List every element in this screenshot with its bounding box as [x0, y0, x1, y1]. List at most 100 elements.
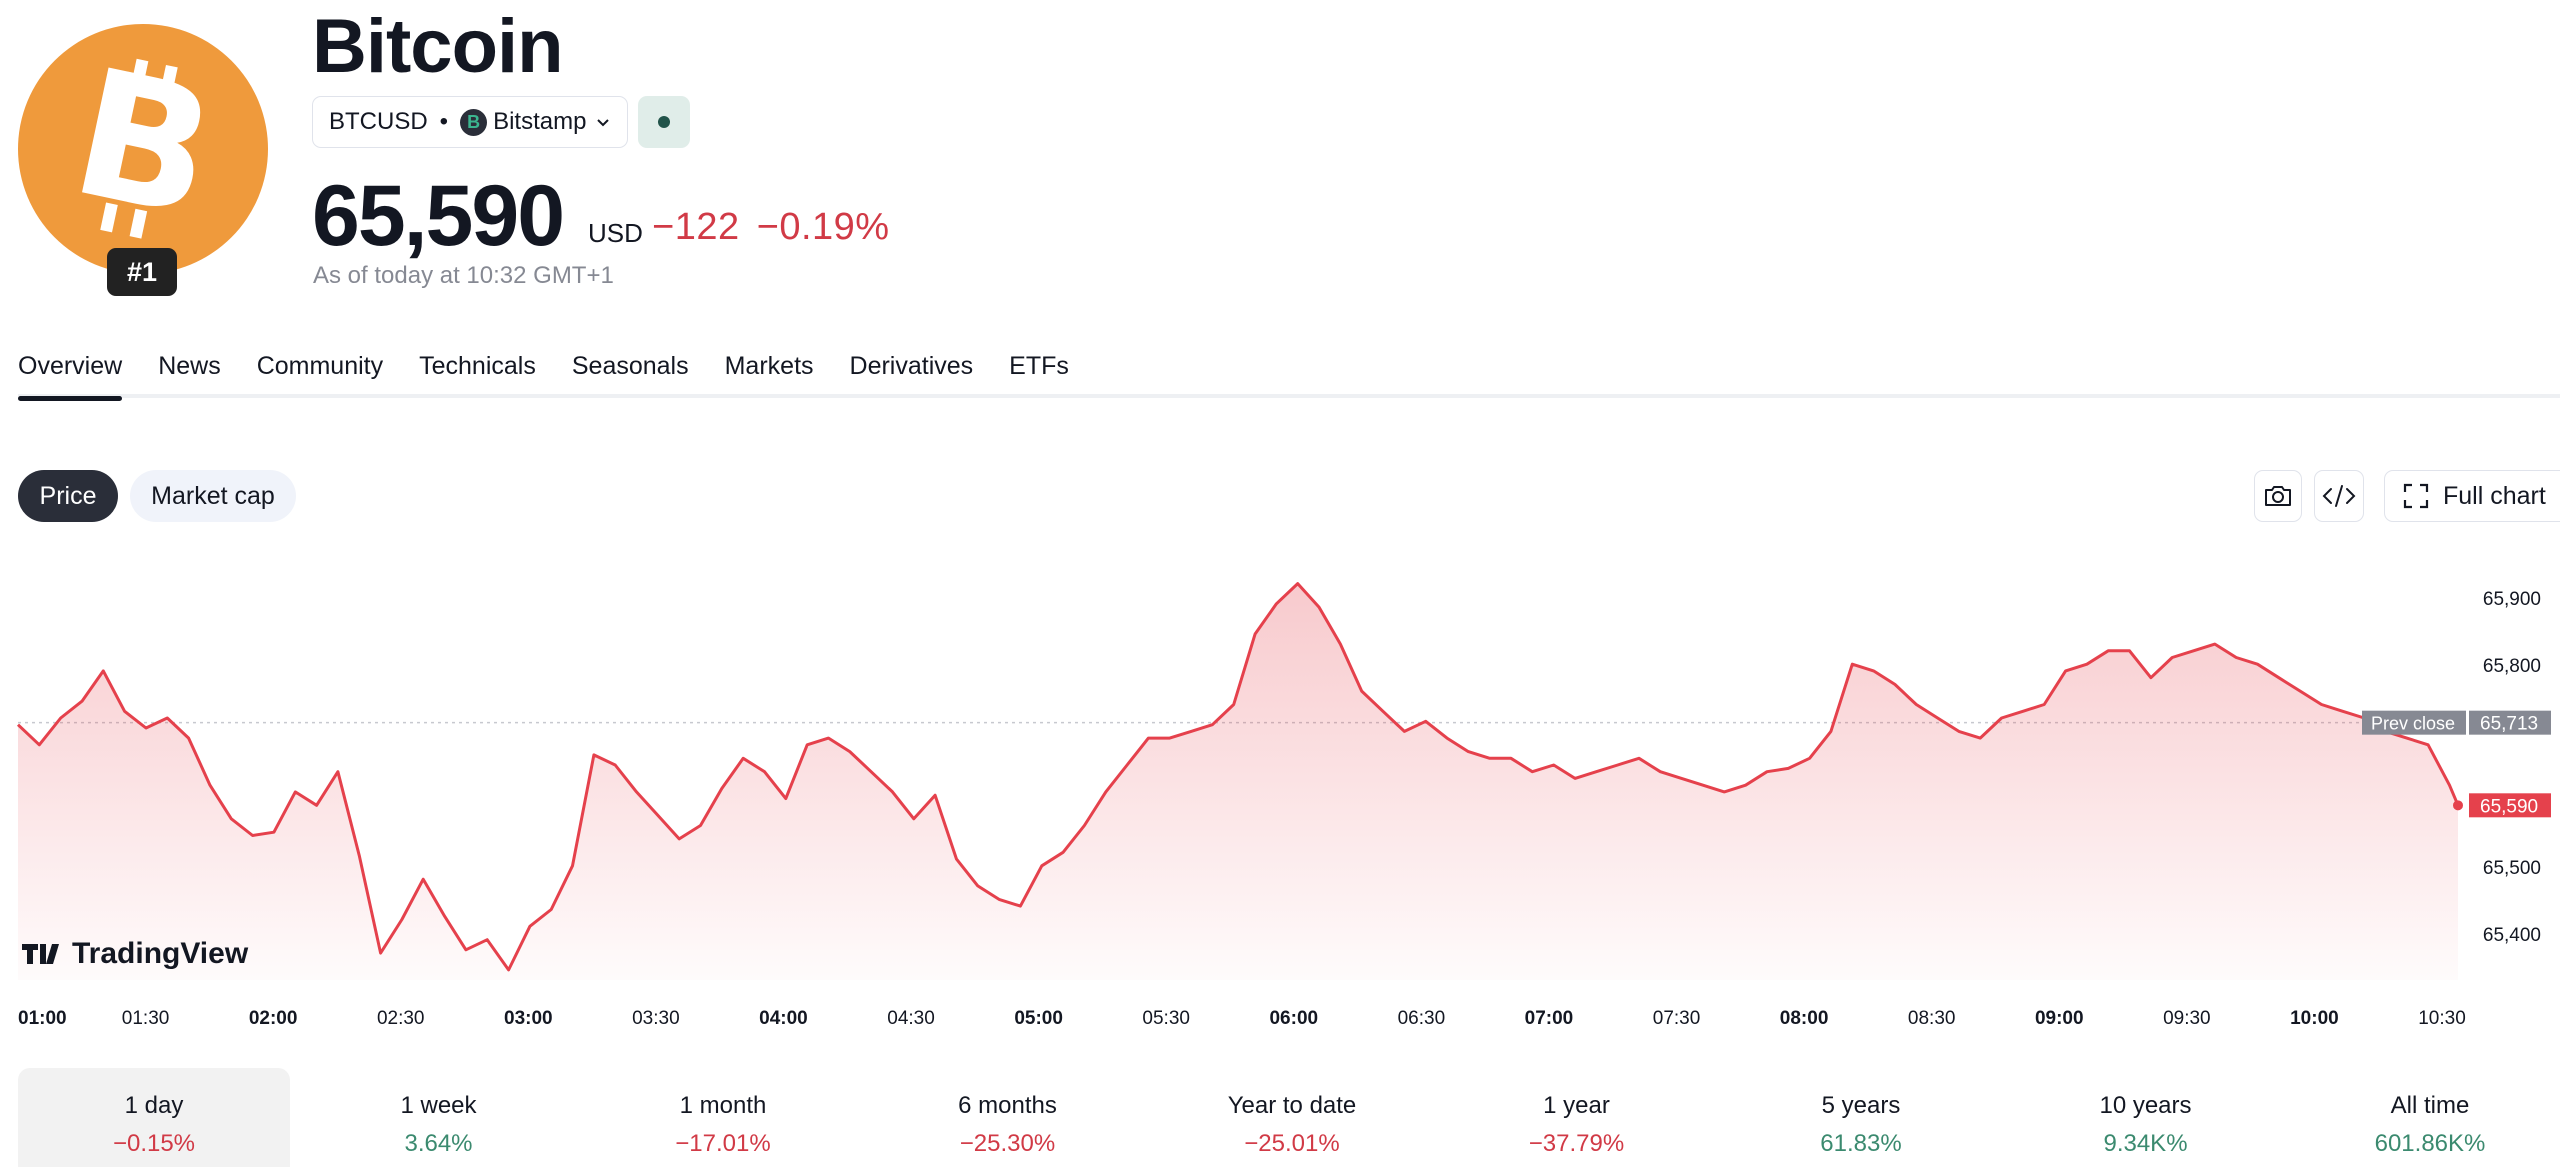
bitstamp-icon: B	[460, 108, 488, 136]
tab-derivatives[interactable]: Derivatives	[849, 352, 974, 380]
period-label: 5 years	[1821, 1092, 1901, 1119]
embed-code-icon	[2322, 485, 2356, 507]
full-chart-label: Full chart	[2443, 481, 2546, 510]
x-axis-tick-label: 06:30	[1398, 1008, 1446, 1029]
period-6-months[interactable]: 6 months −25.30%	[872, 1068, 1144, 1167]
tab-seasonals[interactable]: Seasonals	[571, 352, 689, 380]
prev-close-label-bg	[2362, 710, 2466, 735]
rank-badge: #1	[107, 248, 177, 296]
page-title: Bitcoin	[312, 4, 564, 89]
full-chart-button[interactable]: Full chart	[2384, 470, 2560, 522]
y-axis-tick-label: 65,400	[2483, 925, 2541, 946]
currency-label: USD	[588, 218, 643, 248]
tab-overview[interactable]: Overview	[18, 352, 123, 401]
tab-markets[interactable]: Markets	[724, 352, 814, 380]
x-axis-tick-label: 04:30	[887, 1008, 935, 1029]
period-change-value: −0.15%	[112, 1130, 196, 1157]
period-change-value: 9.34K%	[2103, 1130, 2188, 1157]
status-dot-icon	[658, 116, 670, 128]
price-change: −122 −0.19%	[652, 206, 890, 249]
market-status-indicator[interactable]	[638, 96, 690, 148]
x-axis-tick-label: 10:00	[2290, 1008, 2339, 1029]
symbol-label: BTCUSD	[329, 108, 428, 135]
change-pct: −0.19%	[756, 206, 890, 248]
prev-close-value: 65,713	[2480, 714, 2538, 735]
change-abs: −122	[652, 206, 740, 248]
period-label: 1 year	[1543, 1092, 1610, 1119]
x-axis-tick-label: 02:30	[377, 1008, 425, 1029]
exchange-label: Bitstamp	[493, 108, 587, 135]
period-label: 1 month	[679, 1092, 767, 1119]
chevron-down-icon	[597, 119, 610, 127]
symbol-exchange-selector[interactable]: BTCUSD • B Bitstamp	[312, 96, 628, 148]
embed-button[interactable]	[2314, 470, 2364, 522]
x-axis-tick-label: 06:00	[1269, 1008, 1318, 1029]
period-change-value: −25.01%	[1244, 1130, 1340, 1157]
tradingview-watermark: TradingView	[72, 937, 249, 970]
market-cap-toggle-button[interactable]: Market cap	[130, 470, 296, 522]
period-label: All time	[2390, 1092, 2470, 1119]
price-chart[interactable]: 65,400 65,500 65,800 65,900 Prev close 65,713…	[0, 540, 2560, 1030]
last-price-value: 65,590	[2480, 796, 2538, 817]
current-price: 65,590	[312, 168, 565, 264]
period-change-value: −37.79%	[1528, 1130, 1625, 1157]
tab-news[interactable]: News	[158, 352, 221, 380]
period-change-value: 3.64%	[404, 1130, 473, 1157]
prev-close-label: Prev close	[2371, 714, 2455, 734]
x-axis-tick-label: 04:00	[759, 1008, 808, 1029]
y-axis-tick-label: 65,500	[2483, 858, 2541, 879]
bitcoin-logo-icon: B	[18, 24, 268, 274]
x-axis-tick-label: 03:30	[632, 1008, 680, 1029]
period-1-month[interactable]: 1 month −17.01%	[587, 1068, 859, 1167]
x-axis-tick-label: 01:00	[18, 1008, 67, 1029]
tab-community[interactable]: Community	[256, 352, 384, 380]
camera-icon	[2265, 486, 2291, 506]
period-label: 10 years	[2099, 1092, 2192, 1119]
x-axis-tick-label: 10:30	[2418, 1008, 2466, 1029]
x-axis-tick-label: 08:00	[1780, 1008, 1829, 1029]
price-series-line	[16, 582, 2460, 972]
snapshot-button[interactable]	[2254, 470, 2302, 522]
tab-etfs[interactable]: ETFs	[1009, 352, 1069, 380]
period-label: 6 months	[958, 1092, 1057, 1119]
performance-periods: 1 day −0.15% 1 week 3.64% 1 month −17.01% 6 mo…	[18, 1068, 2560, 1167]
x-axis-tick-label: 07:00	[1525, 1008, 1574, 1029]
period-year-to-date[interactable]: Year to date −25.01%	[1156, 1068, 1428, 1167]
period-all-time[interactable]: All time 601.86K%	[2294, 1068, 2560, 1167]
period-label: Year to date	[1227, 1092, 1357, 1119]
x-axis-tick-label: 09:30	[2163, 1008, 2211, 1029]
price-toggle-button[interactable]: Price	[18, 470, 118, 522]
tab-technicals[interactable]: Technicals	[419, 352, 536, 380]
x-axis-tick-label: 05:00	[1014, 1008, 1063, 1029]
period-change-value: −17.01%	[675, 1130, 771, 1157]
period-change-value: 601.86K%	[2374, 1130, 2486, 1157]
as-of-timestamp: As of today at 10:32 GMT+1	[313, 262, 614, 289]
y-axis-tick-label: 65,900	[2483, 589, 2541, 610]
period-10-years[interactable]: 10 years 9.34K%	[2010, 1068, 2282, 1167]
x-axis-tick-label: 03:00	[504, 1008, 553, 1029]
x-axis-tick-label: 07:30	[1653, 1008, 1701, 1029]
period-label: 1 day	[124, 1092, 184, 1119]
period-1-week[interactable]: 1 week 3.64%	[303, 1068, 575, 1167]
y-axis-tick-label: 65,800	[2483, 656, 2541, 677]
period-1-year[interactable]: 1 year −37.79%	[1441, 1068, 1713, 1167]
period-5-years[interactable]: 5 years 61.83%	[1725, 1068, 1997, 1167]
x-axis-tick-label: 08:30	[1908, 1008, 1956, 1029]
x-axis-tick-label: 05:30	[1142, 1008, 1190, 1029]
x-axis-tick-label: 01:30	[122, 1008, 170, 1029]
prev-close-value-bg	[2469, 710, 2551, 735]
x-axis-tick-label: 02:00	[249, 1008, 298, 1029]
period-label: 1 week	[400, 1092, 477, 1119]
last-price-dot	[2453, 800, 2463, 811]
tab-bar: Overview News Community Technicals Seaso…	[18, 352, 1105, 401]
price-area-fill	[18, 583, 2458, 980]
tradingview-logo-icon: TradingView	[22, 937, 249, 970]
period-1-day[interactable]: 1 day −0.15%	[18, 1068, 290, 1167]
period-change-value: 61.83%	[1820, 1130, 1902, 1157]
x-axis-tick-label: 09:00	[2035, 1008, 2084, 1029]
fullscreen-icon	[2403, 483, 2429, 509]
separator-dot: •	[439, 108, 449, 135]
tabs-divider	[18, 394, 2560, 398]
period-change-value: −25.30%	[959, 1130, 1056, 1157]
last-price-label-bg	[2469, 793, 2551, 818]
